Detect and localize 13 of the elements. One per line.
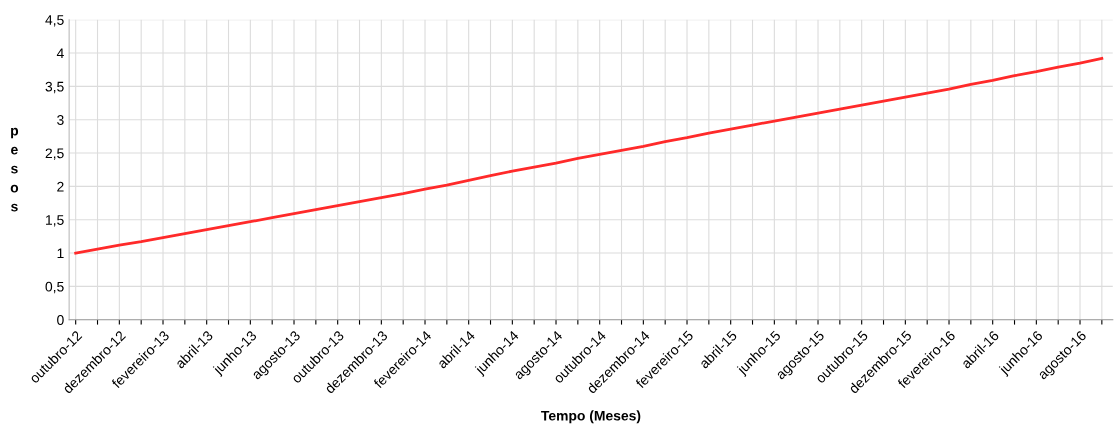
y-axis-title: pesos xyxy=(10,127,19,212)
y-tick-label: 0,5 xyxy=(45,281,64,294)
y-tick-label: 0 xyxy=(57,315,64,325)
y-tick-label: 4,5 xyxy=(45,15,64,27)
line-series xyxy=(74,56,1104,255)
y-tick-label: 3,5 xyxy=(45,81,64,94)
y-tick-label: 2,5 xyxy=(45,148,64,160)
y-tick-label: 1 xyxy=(57,248,64,259)
y-tick-label: 1,5 xyxy=(46,215,64,227)
y-tick-label: 4 xyxy=(56,48,64,59)
y-tick-label: 2 xyxy=(57,181,64,192)
x-axis-title: Tempo (Meses) xyxy=(541,410,641,424)
y-tick-label: 3 xyxy=(57,115,64,125)
